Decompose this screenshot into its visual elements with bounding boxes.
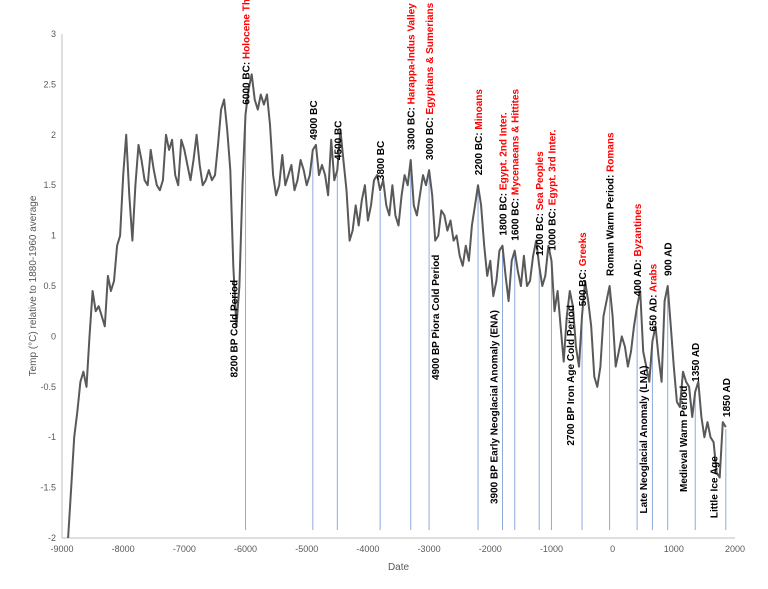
event-label-highlight: Egypt. 3rd Inter. bbox=[547, 129, 558, 208]
event-label-text: 8200 BP Cold Period bbox=[229, 280, 240, 378]
event-label: 3300 BC: Harappa-Indus Valley bbox=[407, 3, 418, 150]
event-label: 1200 BC: Sea Peoples bbox=[535, 151, 546, 256]
x-axis-title: Date bbox=[388, 562, 410, 573]
x-tick-label: -8000 bbox=[112, 544, 135, 554]
event-label: Medieval Warm Period bbox=[679, 386, 690, 492]
y-tick-label: 2.5 bbox=[43, 79, 56, 89]
y-axis-title: Temp (°C) relative to 1880-1960 average bbox=[28, 195, 39, 376]
event-label-text: Medieval Warm Period bbox=[679, 386, 690, 492]
event-label: 6000 BC: Holocene Thermal Max bbox=[242, 0, 253, 105]
event-label-text: 1850 AD bbox=[722, 378, 733, 417]
event-label-highlight: Romans bbox=[606, 132, 617, 175]
event-label-text: Little Ice Age bbox=[710, 456, 721, 518]
event-label: 3800 BC bbox=[376, 141, 387, 180]
event-label: 2700 BP Iron Age Cold Period bbox=[566, 305, 577, 446]
event-label-highlight: Mycenaeans & Hittites bbox=[511, 89, 522, 198]
event-label-highlight: Sea Peoples bbox=[535, 151, 546, 213]
event-label: 3900 BP Early Neoglacial Anomaly (ENA) bbox=[489, 310, 500, 504]
event-label: 1350 AD bbox=[691, 343, 702, 382]
event-label-text: 3300 BC: bbox=[407, 107, 418, 150]
y-tick-label: 1 bbox=[51, 231, 56, 241]
event-label-highlight: Egypt. 2nd Inter. bbox=[499, 112, 510, 193]
x-tick-label: -6000 bbox=[234, 544, 257, 554]
event-label-highlight: Arabs bbox=[648, 263, 659, 294]
event-label-text: 6000 BC: bbox=[242, 62, 253, 105]
event-label-text: 900 AD bbox=[664, 242, 675, 276]
x-tick-label: -3000 bbox=[418, 544, 441, 554]
x-tick-label: -2000 bbox=[479, 544, 502, 554]
event-label-text: 4900 BP Piora Cold Period bbox=[431, 255, 442, 380]
event-label-text: 2200 BC: bbox=[474, 132, 485, 175]
event-label-text: 1600 BC: bbox=[511, 198, 522, 241]
event-label: 2200 BC: Minoans bbox=[474, 89, 485, 176]
x-tick-label: 2000 bbox=[725, 544, 745, 554]
event-label-highlight: Minoans bbox=[474, 89, 485, 133]
event-label-text: 1200 BC: bbox=[535, 213, 546, 256]
event-markers bbox=[245, 116, 727, 530]
event-label: 4900 BP Piora Cold Period bbox=[431, 255, 442, 380]
x-tick-label: -7000 bbox=[173, 544, 196, 554]
event-label: Roman Warm Period: Romans bbox=[606, 132, 617, 276]
event-label: 4900 BC bbox=[309, 100, 320, 139]
event-label-text: 400 AD: bbox=[633, 259, 644, 296]
event-label: 8200 BP Cold Period bbox=[229, 280, 240, 378]
event-label-highlight: Egyptians & Sumerians bbox=[425, 2, 436, 117]
event-label: 4500 BC bbox=[333, 121, 344, 160]
event-label-text: 4900 BC bbox=[309, 100, 320, 139]
y-tick-labels: -2 -1.5 -1 -0.5 0 0.5 1 1.5 2 2.5 3 bbox=[40, 29, 56, 543]
event-label-text: 500 BC: bbox=[578, 269, 589, 306]
temperature-line bbox=[67, 73, 727, 539]
axes bbox=[61, 34, 735, 539]
event-label: Late Neoglacial Anomaly (LNA) bbox=[639, 366, 650, 514]
y-tick-label: 2 bbox=[51, 130, 56, 140]
event-label-highlight: Greeks bbox=[578, 232, 589, 269]
y-tick-label: -0.5 bbox=[40, 382, 56, 392]
event-label-highlight: Holocene Thermal Max bbox=[242, 0, 253, 62]
y-tick-label: 0 bbox=[51, 331, 56, 341]
y-tick-label: 1.5 bbox=[43, 180, 56, 190]
x-tick-labels: -9000 -8000 -7000 -6000 -5000 -4000 -3000 -2000… bbox=[50, 544, 745, 554]
event-label: 3000 BC: Egyptians & Sumerians bbox=[425, 2, 436, 160]
event-label: 1800 BC: Egypt. 2nd Inter. bbox=[499, 112, 510, 236]
event-label-text: 650 AD: bbox=[648, 295, 659, 332]
event-label-text: 2700 BP Iron Age Cold Period bbox=[566, 305, 577, 446]
event-label-text: Roman Warm Period: bbox=[606, 175, 617, 276]
event-label: 650 AD: Arabs bbox=[648, 263, 659, 331]
y-tick-label: -2 bbox=[48, 533, 56, 543]
y-tick-label: -1.5 bbox=[40, 483, 56, 493]
event-label-text: 1000 BC: bbox=[547, 208, 558, 251]
y-tick-label: 0.5 bbox=[43, 281, 56, 291]
event-label-text: 4500 BC bbox=[333, 121, 344, 160]
event-label: 400 AD: Byzantines bbox=[633, 203, 644, 296]
event-label-text: 3800 BC bbox=[376, 141, 387, 180]
event-label-text: 1800 BC: bbox=[499, 193, 510, 236]
event-label: 1850 AD bbox=[722, 378, 733, 417]
x-tick-label: 1000 bbox=[664, 544, 684, 554]
event-label-text: 3900 BP Early Neoglacial Anomaly (ENA) bbox=[489, 310, 500, 504]
x-tick-label: -5000 bbox=[295, 544, 318, 554]
y-tick-label: 3 bbox=[51, 29, 56, 39]
event-label: 1600 BC: Mycenaeans & Hittites bbox=[511, 89, 522, 241]
event-label-highlight: Byzantines bbox=[633, 203, 644, 259]
x-tick-label: -9000 bbox=[50, 544, 73, 554]
event-label-text: Late Neoglacial Anomaly (LNA) bbox=[639, 366, 650, 514]
event-label: Little Ice Age bbox=[710, 456, 721, 518]
x-tick-label: 0 bbox=[610, 544, 615, 554]
x-tick-label: -4000 bbox=[356, 544, 379, 554]
event-label: 900 AD bbox=[664, 242, 675, 276]
event-label-text: 1350 AD bbox=[691, 343, 702, 382]
y-tick-label: -1 bbox=[48, 432, 56, 442]
event-label: 1000 BC: Egypt. 3rd Inter. bbox=[547, 129, 558, 250]
event-label: 500 BC: Greeks bbox=[578, 232, 589, 306]
x-tick-label: -1000 bbox=[540, 544, 563, 554]
annotations: 8200 BP Cold Period 6000 BC: Holocene The… bbox=[229, 0, 733, 518]
event-label-text: 3000 BC: bbox=[425, 117, 436, 160]
event-label-highlight: Harappa-Indus Valley bbox=[407, 3, 418, 107]
